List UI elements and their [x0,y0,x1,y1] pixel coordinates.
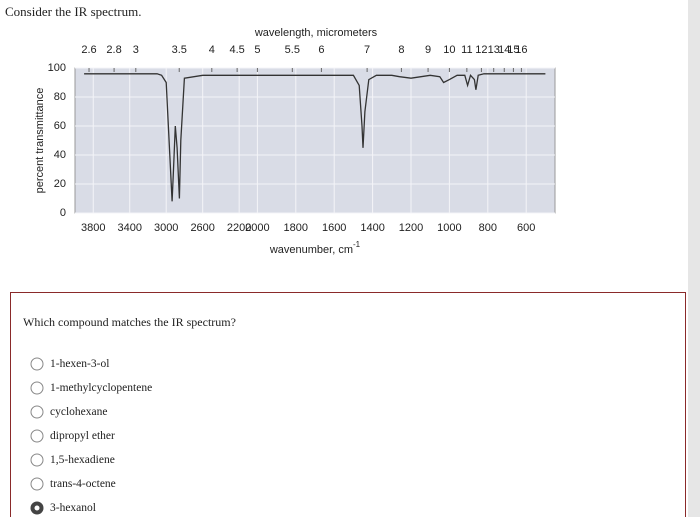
radio[interactable] [29,500,45,516]
x-axis-title-text: wavenumber, cm [269,244,353,256]
x2-tick-label: 14 [498,44,510,56]
options: 1-hexen-3-ol 1-methylcyclopentene cyclohex… [29,355,329,517]
x2-tick-label: 4 [209,44,215,56]
question-text: Which compound matches the IR spectrum? [23,315,236,329]
radio-outer [30,357,44,371]
radio[interactable] [29,404,45,420]
x-tick-label: 1600 [322,222,346,234]
x-axis-title-sup: -1 [353,240,361,249]
x-tick-label: 3800 [81,222,105,234]
x-tick-label: 1000 [437,222,461,234]
x-axis-title: wavenumber, cm-1 [269,240,361,256]
y-tick-label: 80 [54,91,66,103]
x2-tick-label: 4.5 [229,44,244,56]
x2-tick-label: 15 [507,44,519,56]
x-tick-label: 2200 [227,222,251,234]
y-axis-title: percent transmittance [34,88,46,194]
x2-tick-label: 3 [133,44,139,56]
y-tick-label: 40 [54,149,66,161]
spectrum-line [84,73,546,202]
x2-tick-label: 11 [461,44,472,56]
plot-area [74,67,556,214]
option-label: 3-hexanol [50,502,96,514]
x2-tick-label: 10 [443,44,455,56]
option-label: trans-4-octene [50,478,116,490]
x2-tick-label: 2.8 [106,44,121,56]
option-label: 1-methylcyclopentene [50,382,153,394]
x2-tick-label: 12 [475,44,487,56]
radio[interactable] [29,428,45,444]
radio-outer [30,381,44,395]
x2-tick-label: 5 [254,44,260,56]
x2-tick-label: 16 [515,44,527,56]
radio-outer [30,477,44,491]
radio[interactable] [29,476,45,492]
radio[interactable] [29,356,45,372]
radio[interactable] [29,380,45,396]
x-tick-label: 2000 [245,222,269,234]
x-tick-label: 1800 [284,222,308,234]
x2-tick-label: 5.5 [285,44,300,56]
radio-dot [34,505,40,511]
option-label: cyclohexane [50,406,108,418]
option-label: dipropyl ether [50,430,115,442]
y-tick-label: 100 [48,62,66,74]
x-tick-label: 3000 [154,222,178,234]
x-tick-label: 1200 [399,222,423,234]
y-tick-label: 0 [60,207,66,219]
option[interactable]: trans-4-octene [29,475,116,493]
x2-tick-label: 2.6 [81,44,96,56]
x2-axis-title: wavelength, micrometers [254,27,378,39]
option[interactable]: cyclohexane [29,403,107,421]
x2-tick-label: 8 [398,44,404,56]
x2-tick-label: 3.5 [172,44,187,56]
question-box: Which compound matches the IR spectrum? … [10,292,686,517]
option[interactable]: 1-methylcyclopentene [29,379,152,397]
x-tick-label: 3400 [117,222,141,234]
x-tick-label: 1400 [360,222,384,234]
radio-outer [30,405,44,419]
option[interactable]: dipropyl ether [29,427,115,445]
option-label: 1-hexen-3-ol [50,358,110,370]
radio[interactable] [29,452,45,468]
y-tick-label: 20 [54,178,66,190]
x-tick-label: 600 [517,222,535,234]
option[interactable]: 1-hexen-3-ol [29,355,109,373]
edge [688,0,700,517]
x-tick-label: 2600 [190,222,214,234]
x2-tick-label: 13 [488,44,500,56]
y-tick-label: 60 [54,120,66,132]
radio-outer [30,453,44,467]
option[interactable]: 1,5-hexadiene [29,451,115,469]
option[interactable]: 3-hexanol [29,499,96,517]
x-tick-label: 800 [479,222,497,234]
option-label: 1,5-hexadiene [50,454,115,466]
header-title: Consider the IR spectrum. [5,4,142,19]
x2-tick-label: 7 [364,44,370,56]
x2-tick-label: 9 [425,44,431,56]
radio-outer [30,429,44,443]
x2-tick-label: 6 [318,44,324,56]
